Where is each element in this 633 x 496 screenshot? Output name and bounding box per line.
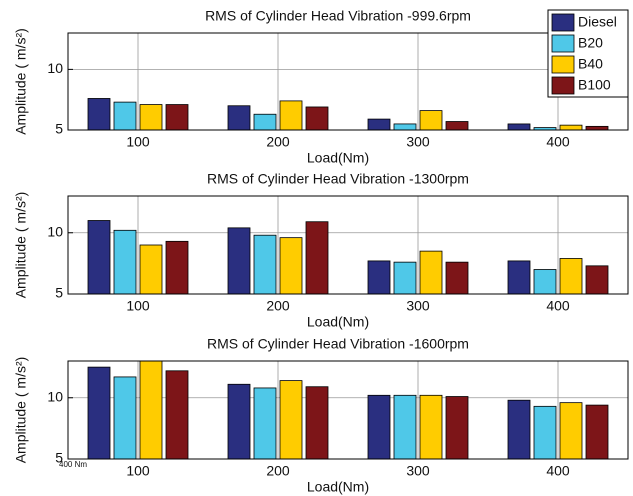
chart-title: RMS of Cylinder Head Vibration -999.6rpm [205,8,471,24]
bar [533,405,557,460]
bar [393,123,417,131]
axes-frame [67,360,629,460]
bar [393,261,417,295]
y-tick-label: 10 [47,388,63,404]
legend-swatch [551,13,575,32]
bar [279,237,303,295]
bar [559,124,583,131]
bar [585,404,609,460]
bar [419,250,443,295]
annotation: 400 Nm [59,460,87,469]
y-axis-label: Amplitude ( m/s²) [13,192,29,299]
bar [227,383,251,460]
bar [419,394,443,460]
legend-swatch [551,55,575,74]
bar [113,376,137,460]
x-axis-label: Load(Nm) [307,314,369,330]
chart-title: RMS of Cylinder Head Vibration -1600rpm [207,336,469,352]
bar [393,394,417,460]
x-tick-label: 300 [406,463,430,479]
legend-label: Diesel [578,14,617,30]
bar [227,227,251,295]
x-tick-label: 400 [546,298,570,314]
bar [253,113,277,131]
bar [139,360,163,460]
bar [305,106,329,131]
y-tick-label: 10 [47,60,63,76]
x-tick-label: 200 [266,134,290,150]
bar [533,269,557,295]
bar [165,104,189,131]
x-axis-label: Load(Nm) [307,479,369,495]
bar [165,240,189,295]
x-tick-label: 100 [126,463,150,479]
x-tick-label: 400 [546,134,570,150]
bar [87,98,111,131]
y-tick-label: 5 [55,450,63,466]
bar [227,105,251,131]
y-tick-label: 10 [47,223,63,239]
x-tick-label: 200 [266,298,290,314]
bar [305,386,329,460]
x-axis-label: Load(Nm) [307,150,369,166]
x-tick-label: 400 [546,463,570,479]
bar [367,260,391,295]
bar [559,402,583,460]
bar [559,258,583,295]
y-axis-label: Amplitude ( m/s²) [13,357,29,464]
bar [367,118,391,131]
bar [445,396,469,460]
bar [305,221,329,295]
bar [419,110,443,131]
bar [445,261,469,295]
legend-swatch [551,34,575,53]
bar [367,394,391,460]
bar [113,101,137,131]
x-tick-label: 200 [266,463,290,479]
bar [507,260,531,295]
x-tick-label: 100 [126,134,150,150]
bar [139,244,163,295]
x-tick-label: 300 [406,298,430,314]
bar [139,104,163,131]
x-tick-label: 100 [126,298,150,314]
legend-swatch [551,76,575,95]
bar [253,234,277,295]
bar [279,380,303,460]
legend-label: B20 [578,35,603,51]
bar [165,370,189,460]
bar [507,123,531,131]
chart-title: RMS of Cylinder Head Vibration -1300rpm [207,171,469,187]
bar [113,229,137,295]
x-tick-label: 300 [406,134,430,150]
legend-label: B40 [578,56,603,72]
bar [87,366,111,460]
bar [507,399,531,460]
bar [279,100,303,131]
bar [253,387,277,460]
axes-frame [67,195,629,295]
bar [585,125,609,131]
y-tick-label: 5 [55,121,63,137]
bar [87,220,111,295]
y-axis-label: Amplitude ( m/s²) [13,28,29,135]
y-tick-label: 5 [55,285,63,301]
bar [585,265,609,295]
legend-label: B100 [578,77,611,93]
bar [445,121,469,131]
